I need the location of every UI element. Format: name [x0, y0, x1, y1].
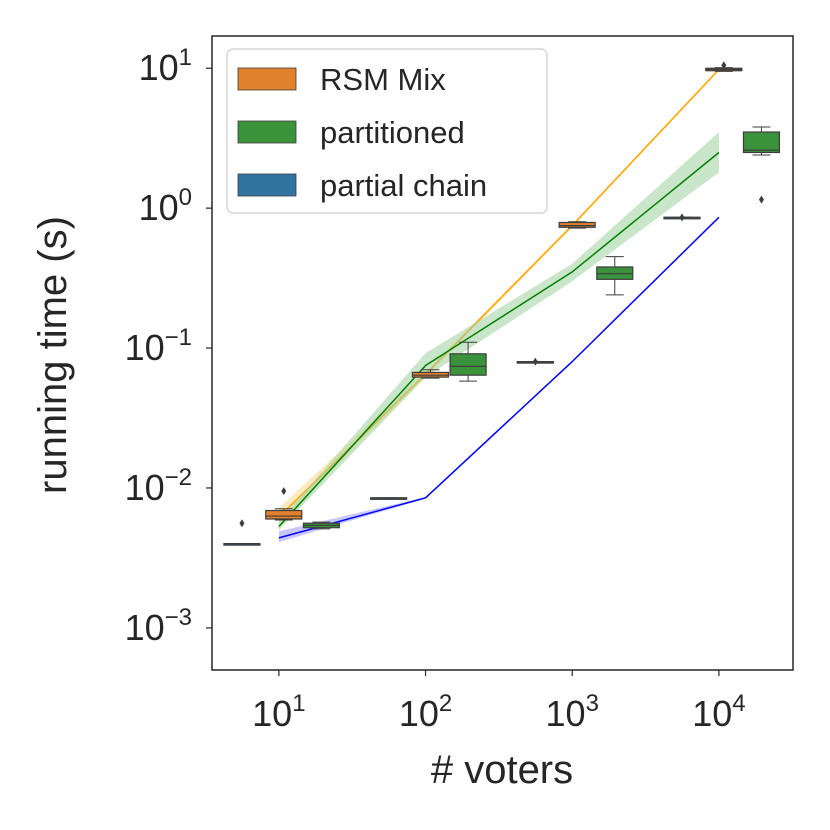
outlier-point [758, 195, 764, 204]
fit-line [278, 216, 720, 539]
box-plot [449, 341, 487, 382]
y-tick-label: 101 [139, 44, 192, 88]
outlier-point [721, 61, 727, 70]
box-iqr [558, 221, 596, 228]
y-axis-ticks: 10−3 10−2 10−1 100 101 [125, 44, 212, 648]
box-plot [265, 487, 303, 521]
y-axis-label: running time (s) [31, 216, 75, 494]
box-iqr [449, 353, 487, 376]
y-tick-label: 10−2 [125, 464, 192, 508]
box-iqr [265, 509, 303, 520]
y-tick-label: 100 [139, 184, 192, 228]
box-plots [223, 61, 781, 546]
fit-line [278, 151, 720, 528]
box-plot [302, 521, 341, 530]
x-tick-label: 102 [399, 690, 452, 734]
x-tick-label: 104 [692, 690, 745, 734]
confidence-band [278, 132, 719, 531]
box-plot [223, 519, 261, 546]
legend-label: RSM Mix [320, 62, 446, 97]
x-axis-label: # voters [431, 748, 573, 792]
outlier-point [532, 357, 538, 366]
y-tick-label: 10−3 [125, 604, 192, 648]
outlier-point [281, 487, 287, 496]
box-plot [516, 357, 554, 366]
box-iqr [742, 131, 781, 154]
confidence-band [278, 216, 719, 543]
box-plot [411, 369, 450, 379]
legend-label: partial chain [320, 168, 487, 203]
legend-swatch [237, 120, 297, 144]
x-tick-label: 103 [546, 690, 599, 734]
box-plot [370, 497, 408, 500]
y-tick-label: 10−1 [125, 324, 192, 368]
outlier-point [679, 213, 685, 222]
legend-swatch [237, 67, 297, 91]
x-axis-ticks: 101 102 103 104 [252, 670, 746, 734]
box-plot [663, 213, 701, 222]
fit-lines [278, 68, 720, 543]
x-tick-label: 101 [252, 690, 305, 734]
outlier-point [239, 519, 245, 528]
legend-swatch [237, 173, 297, 197]
box-plot [596, 256, 634, 296]
legend: RSM Mix partitioned partial chain [226, 48, 548, 214]
plot-frame [211, 35, 794, 671]
legend-frame [226, 48, 548, 214]
box-plot [705, 61, 743, 72]
legend-label: partitioned [320, 115, 465, 150]
box-plot [742, 126, 781, 204]
box-plot [558, 221, 596, 229]
